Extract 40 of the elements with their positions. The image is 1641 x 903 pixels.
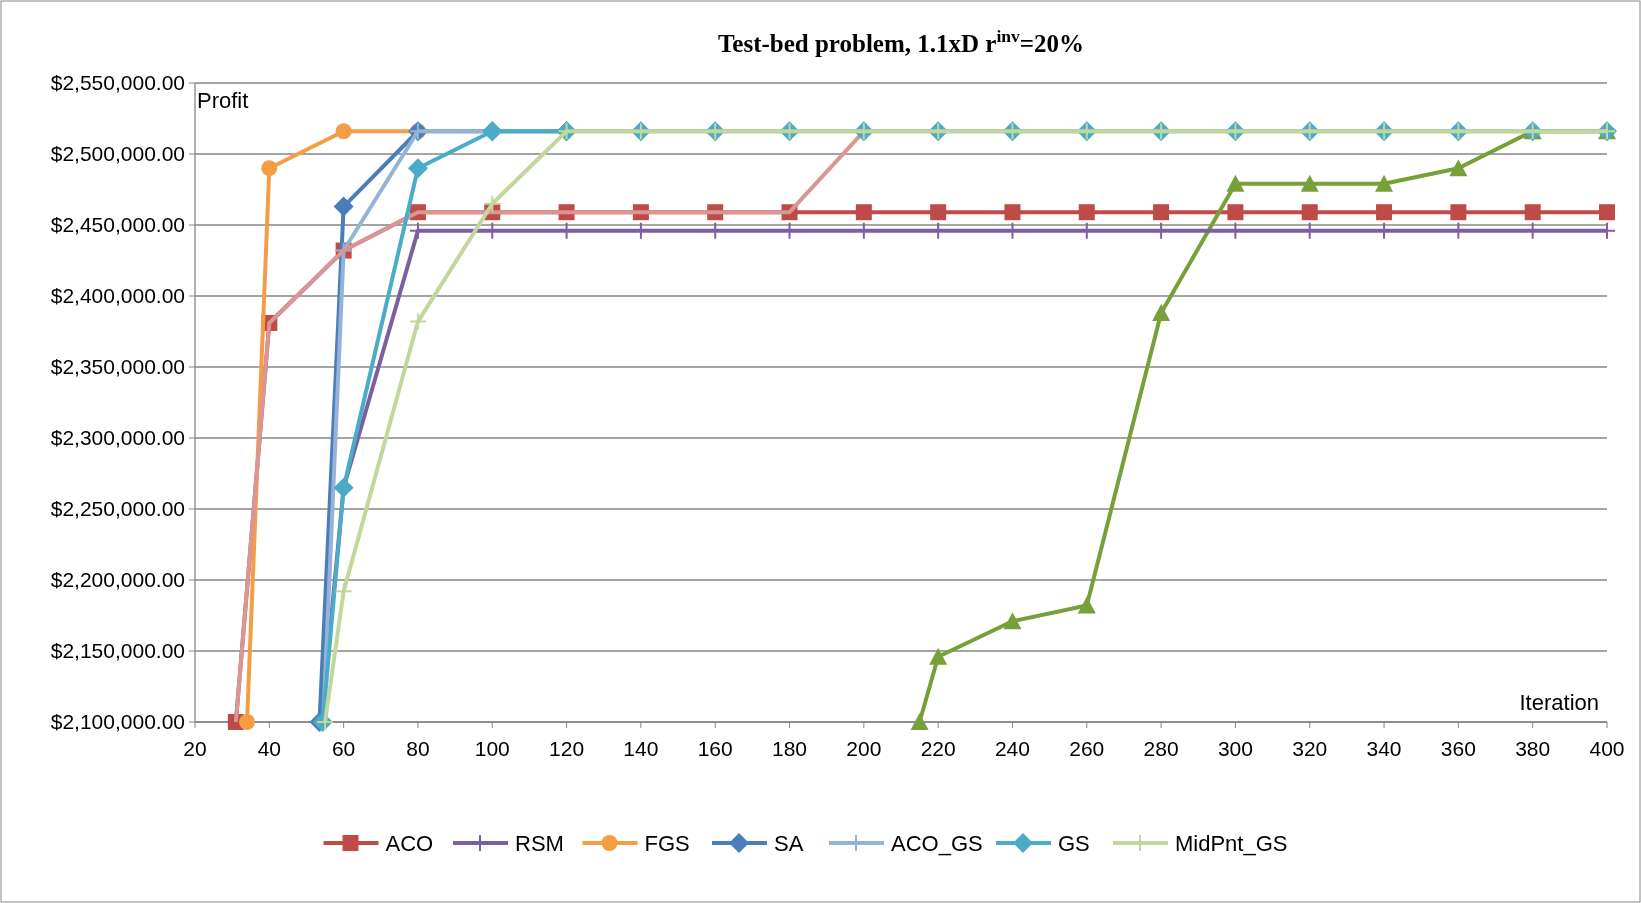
x-tick-label: 160 xyxy=(697,737,733,760)
x-tick-label: 300 xyxy=(1217,737,1253,760)
y-tick-label: $2,350,000.00 xyxy=(50,355,185,379)
x-tick-label: 40 xyxy=(257,737,281,760)
y-tick-label: $2,100,000.00 xyxy=(50,710,185,734)
legend-label: GS xyxy=(1058,830,1090,856)
legend-label: ACO_GS xyxy=(891,830,983,856)
x-tick-label: 220 xyxy=(920,737,956,760)
legend-label: SA xyxy=(774,830,804,856)
x-tick-label: 180 xyxy=(772,737,808,760)
legend-label: ACO xyxy=(385,830,434,856)
x-tick-label: 60 xyxy=(331,737,356,760)
x-tick-label: 140 xyxy=(623,737,659,760)
x-tick-label: 340 xyxy=(1366,737,1402,760)
x-tick-label: 400 xyxy=(1589,737,1625,760)
y-axis-title: Profit xyxy=(197,88,249,113)
y-tick-label: $2,250,000.00 xyxy=(50,497,185,521)
x-tick-label: 120 xyxy=(549,737,585,760)
y-tick-label: $2,300,000.00 xyxy=(50,426,185,450)
x-tick-label: 80 xyxy=(406,737,430,760)
x-tick-label: 260 xyxy=(1069,737,1105,760)
legend-label: MidPnt_GS xyxy=(1175,830,1288,856)
y-tick-label: $2,150,000.00 xyxy=(50,639,185,663)
x-tick-label: 200 xyxy=(846,737,882,760)
x-tick-label: 380 xyxy=(1515,737,1551,760)
legend-label: FGS xyxy=(644,830,690,856)
x-tick-label: 280 xyxy=(1143,737,1179,760)
legend-label: RSM xyxy=(515,830,564,856)
x-tick-label: 240 xyxy=(994,737,1030,760)
y-tick-label: $2,200,000.00 xyxy=(50,568,185,592)
chart-title: Test-bed problem, 1.1xD r$^{inv}$=20% xyxy=(717,26,1085,57)
y-tick-label: $2,450,000.00 xyxy=(50,213,185,237)
y-tick-label: $2,400,000.00 xyxy=(50,284,185,308)
y-tick-label: $2,550,000.00 xyxy=(50,71,185,95)
x-tick-label: 20 xyxy=(183,737,207,760)
x-tick-label: 360 xyxy=(1440,737,1476,760)
x-axis-title: Iteration xyxy=(1519,690,1599,715)
x-tick-label: 320 xyxy=(1292,737,1328,760)
y-tick-label: $2,500,000.00 xyxy=(50,142,185,166)
x-tick-label: 100 xyxy=(474,737,510,760)
